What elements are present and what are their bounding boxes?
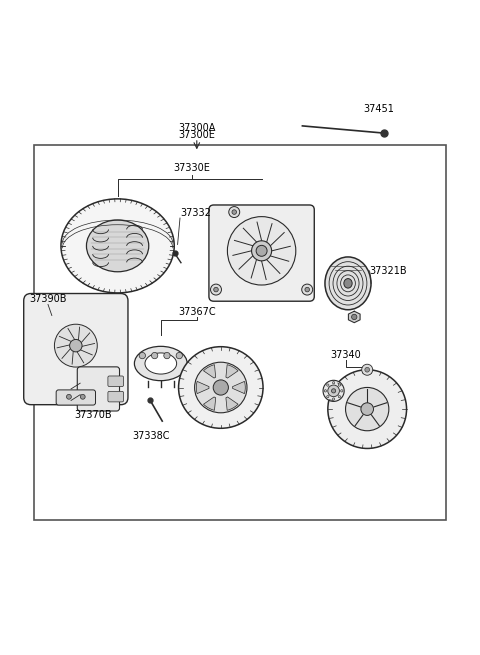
Circle shape (232, 210, 237, 214)
Circle shape (333, 381, 335, 384)
Polygon shape (233, 381, 245, 394)
Text: 37451: 37451 (364, 104, 395, 114)
Ellipse shape (145, 353, 177, 374)
Ellipse shape (194, 362, 247, 413)
Polygon shape (348, 311, 360, 323)
Circle shape (70, 339, 82, 352)
Circle shape (338, 384, 340, 386)
Circle shape (324, 390, 326, 392)
Ellipse shape (86, 220, 149, 272)
FancyBboxPatch shape (209, 205, 314, 301)
Circle shape (362, 364, 372, 375)
Text: 37300E: 37300E (179, 130, 215, 140)
FancyBboxPatch shape (77, 367, 120, 411)
Circle shape (54, 324, 97, 367)
Circle shape (327, 396, 329, 398)
Circle shape (323, 381, 344, 402)
Ellipse shape (344, 278, 352, 288)
Text: 37367C: 37367C (178, 307, 216, 317)
Ellipse shape (325, 257, 371, 310)
Circle shape (305, 288, 310, 292)
Polygon shape (196, 381, 209, 394)
Circle shape (328, 385, 339, 397)
Circle shape (333, 398, 335, 400)
Polygon shape (204, 397, 216, 411)
Circle shape (164, 352, 170, 359)
Circle shape (256, 246, 267, 256)
FancyBboxPatch shape (56, 390, 96, 405)
Circle shape (351, 314, 357, 320)
Text: 37340: 37340 (330, 350, 361, 360)
Polygon shape (226, 365, 238, 378)
Circle shape (338, 396, 340, 398)
Text: 37370B: 37370B (75, 410, 112, 420)
Bar (34, 145, 446, 519)
Circle shape (327, 384, 329, 386)
Circle shape (214, 288, 218, 292)
Polygon shape (204, 365, 216, 378)
Text: 37390B: 37390B (29, 295, 67, 305)
Circle shape (211, 284, 221, 295)
Polygon shape (226, 397, 238, 411)
Ellipse shape (134, 346, 187, 381)
Circle shape (341, 390, 343, 392)
Text: 37330E: 37330E (174, 163, 210, 173)
FancyBboxPatch shape (108, 391, 123, 402)
Circle shape (346, 388, 389, 431)
Circle shape (176, 352, 182, 359)
Circle shape (152, 352, 158, 359)
Circle shape (252, 241, 272, 261)
Circle shape (361, 403, 373, 415)
Circle shape (365, 367, 370, 372)
Circle shape (328, 369, 407, 449)
Text: 37300A: 37300A (178, 123, 216, 133)
FancyBboxPatch shape (24, 293, 128, 405)
Circle shape (229, 206, 240, 217)
Ellipse shape (179, 346, 263, 428)
Circle shape (80, 394, 85, 399)
FancyBboxPatch shape (108, 376, 123, 386)
Circle shape (139, 352, 145, 359)
Circle shape (67, 394, 72, 399)
Text: 37338C: 37338C (132, 431, 170, 441)
Circle shape (213, 380, 228, 395)
Circle shape (302, 284, 312, 295)
Text: 37332: 37332 (180, 208, 211, 218)
Ellipse shape (61, 199, 174, 293)
Text: 37321B: 37321B (370, 266, 407, 276)
Circle shape (332, 389, 336, 393)
Circle shape (228, 217, 296, 285)
